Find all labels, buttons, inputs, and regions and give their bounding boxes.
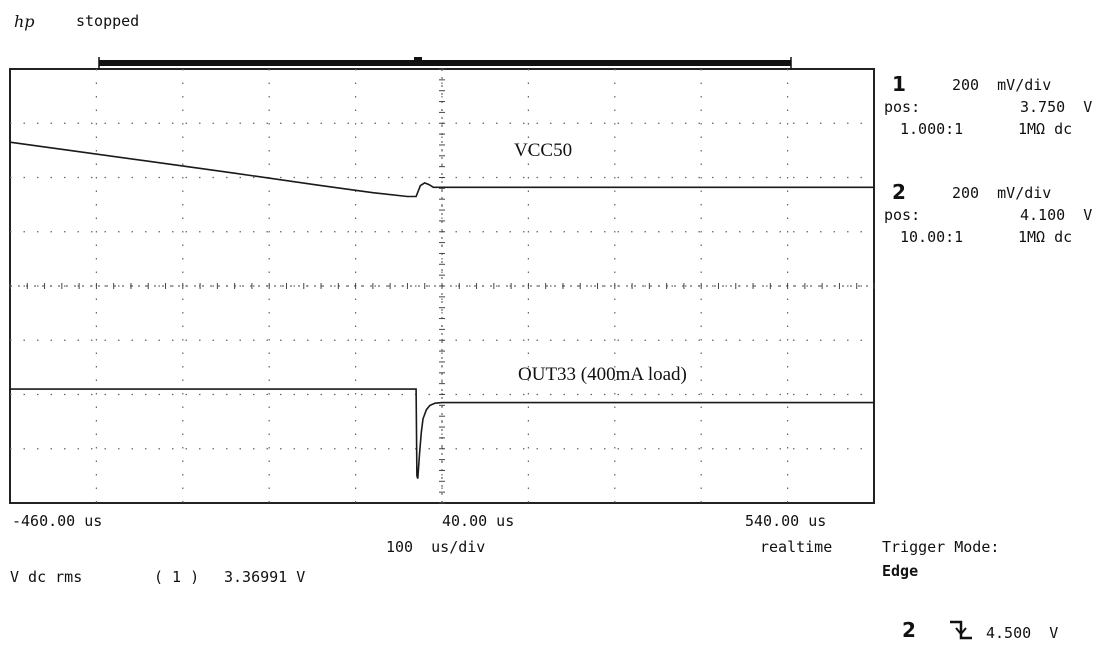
channel-1-probe: 1.000:1 xyxy=(900,120,964,138)
hp-logo: hp xyxy=(14,12,35,31)
channel-1-pos-label: pos: xyxy=(884,98,921,116)
channel-2-number: 2 xyxy=(892,180,906,204)
traces xyxy=(9,141,874,479)
channel-2-coupling: 1MΩ dc xyxy=(1018,228,1073,246)
graticule xyxy=(9,68,875,504)
trigger-title: Trigger Mode: xyxy=(882,538,1000,556)
series-line-2 xyxy=(10,388,874,479)
channel-2-pos-value: 4.100 V xyxy=(1020,206,1093,224)
measurement-name: V dc rms xyxy=(10,568,83,586)
channel-1-pos-value: 3.750 V xyxy=(1020,98,1093,116)
time-axis-left: -460.00 us xyxy=(12,512,103,530)
channel-1-number: 1 xyxy=(892,72,906,96)
time-per-div: 100 us/div xyxy=(386,538,486,556)
series-line-1 xyxy=(9,141,874,198)
acquisition-mode: realtime xyxy=(760,538,833,556)
trigger-source: 2 xyxy=(902,618,916,642)
trigger-level: 4.500 V xyxy=(986,624,1059,642)
measurement-channel: ( 1 ) xyxy=(154,568,200,586)
time-axis-right: 540.00 us xyxy=(745,512,827,530)
time-axis-center: 40.00 us xyxy=(442,512,515,530)
channel-1-scale: 200 mV/div xyxy=(952,76,1052,94)
falling-edge-icon xyxy=(950,620,972,640)
series-label-vcc50: VCC50 xyxy=(514,140,573,161)
trigger-mode: Edge xyxy=(882,562,919,580)
channel-2-pos-label: pos: xyxy=(884,206,921,224)
measurement-value: 3.36991 V xyxy=(224,568,306,586)
series-label-out33: OUT33 (400mA load) xyxy=(518,364,687,385)
status-text: stopped xyxy=(76,12,140,30)
channel-1-coupling: 1MΩ dc xyxy=(1018,120,1073,138)
record-bar xyxy=(99,60,791,66)
channel-2-probe: 10.00:1 xyxy=(900,228,964,246)
channel-2-scale: 200 mV/div xyxy=(952,184,1052,202)
